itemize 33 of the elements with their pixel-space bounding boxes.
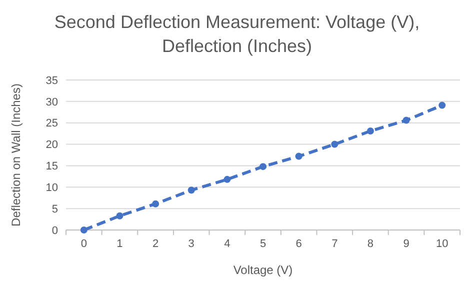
point <box>188 186 195 194</box>
x-axis-title: Voltage (V) <box>233 263 293 277</box>
x-tick-label: 10 <box>436 238 448 250</box>
x-tick-label: 2 <box>152 238 159 250</box>
x-tick-label: 4 <box>224 238 230 250</box>
point <box>260 163 266 170</box>
x-tick-label: 0 <box>80 238 87 250</box>
point <box>116 212 124 220</box>
y-tick-label: 20 <box>46 139 58 152</box>
y-tick-label: 0 <box>52 224 58 237</box>
point <box>152 200 160 208</box>
point <box>366 128 374 134</box>
y-tick-label: 25 <box>46 118 58 130</box>
x-tick-label: 7 <box>332 238 338 250</box>
point <box>331 140 338 148</box>
chart-title: Second Deflection Measurement: Voltage (V), Deflection (Inches) <box>54 12 420 56</box>
y-tick-label: 15 <box>46 160 58 173</box>
point <box>224 176 231 183</box>
point <box>438 102 446 109</box>
x-tick-label: 8 <box>367 238 374 250</box>
y-axis-title: Deflection on Wall (Inches) <box>9 84 23 226</box>
x-tick-label: 9 <box>403 238 410 250</box>
x-tick-label: 5 <box>260 238 266 250</box>
point <box>402 116 410 124</box>
y-tick-label: 30 <box>46 96 58 108</box>
y-tick-label: 10 <box>46 182 58 194</box>
y-tick-label: 35 <box>46 74 58 87</box>
point <box>80 226 88 234</box>
x-tick-label: 6 <box>296 238 302 250</box>
y-tick-label: 5 <box>52 203 58 216</box>
x-tick-label: 1 <box>116 238 123 250</box>
point <box>295 152 302 160</box>
x-tick-label: 3 <box>188 238 194 250</box>
